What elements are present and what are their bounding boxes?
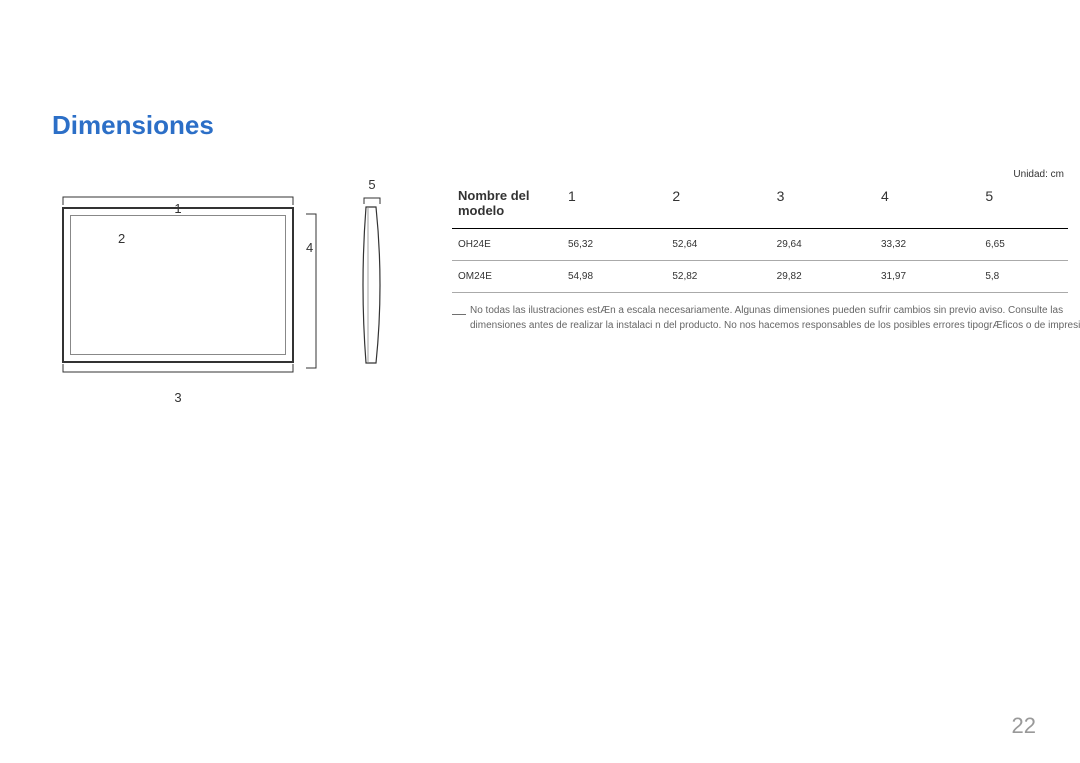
header-col-3: 3: [771, 184, 875, 229]
front-view: 1 2 3 4: [62, 193, 294, 381]
unit-label: Unidad: cm: [452, 169, 1068, 180]
dimension-label-2: 2: [118, 231, 125, 246]
header-col-1: 1: [562, 184, 666, 229]
cell-value: 52,64: [666, 229, 770, 261]
footnote: ― No todas las ilustraciones estÆn a esc…: [452, 303, 1080, 333]
page-number: 22: [1012, 713, 1036, 739]
footnote-text: No todas las ilustraciones estÆn a escal…: [470, 305, 1080, 331]
cell-model: OM24E: [452, 261, 562, 293]
cell-value: 56,32: [562, 229, 666, 261]
table-row: OM24E 54,98 52,82 29,82 31,97 5,8: [452, 261, 1068, 293]
cell-value: 6,65: [979, 229, 1068, 261]
cell-value: 29,64: [771, 229, 875, 261]
table-header-row: Nombre del modelo 1 2 3 4 5: [452, 184, 1068, 229]
screen-side-shape: [362, 206, 382, 364]
dimensions-table-area: Unidad: cm Nombre del modelo 1 2 3 4 5 O…: [402, 169, 1080, 333]
dimension-bracket-side-top: [362, 194, 382, 204]
dimension-bracket-right: [306, 213, 320, 369]
dimension-label-3: 3: [174, 390, 181, 405]
dimension-bracket-top: 1: [62, 193, 294, 205]
header-col-5: 5: [979, 184, 1068, 229]
page-heading: Dimensiones: [52, 110, 1080, 141]
table-row: OH24E 56,32 52,64 29,64 33,32 6,65: [452, 229, 1068, 261]
screen-front-rect: 2: [62, 207, 294, 363]
cell-value: 29,82: [771, 261, 875, 293]
header-col-4: 4: [875, 184, 979, 229]
content-row: 1 2 3 4: [52, 169, 1080, 369]
cell-value: 31,97: [875, 261, 979, 293]
cell-value: 54,98: [562, 261, 666, 293]
dimension-diagram: 1 2 3 4: [52, 169, 402, 369]
footnote-dash-icon: ―: [452, 303, 466, 324]
header-model: Nombre del modelo: [452, 184, 562, 229]
cell-value: 52,82: [666, 261, 770, 293]
cell-value: 33,32: [875, 229, 979, 261]
side-view: 5: [362, 177, 382, 364]
dimension-label-5: 5: [362, 177, 382, 192]
dimensions-table: Nombre del modelo 1 2 3 4 5 OH24E 56,32 …: [452, 184, 1068, 293]
cell-model: OH24E: [452, 229, 562, 261]
dimension-bracket-bottom: 3: [62, 363, 294, 381]
header-col-2: 2: [666, 184, 770, 229]
dimension-label-4: 4: [306, 238, 313, 257]
cell-value: 5,8: [979, 261, 1068, 293]
